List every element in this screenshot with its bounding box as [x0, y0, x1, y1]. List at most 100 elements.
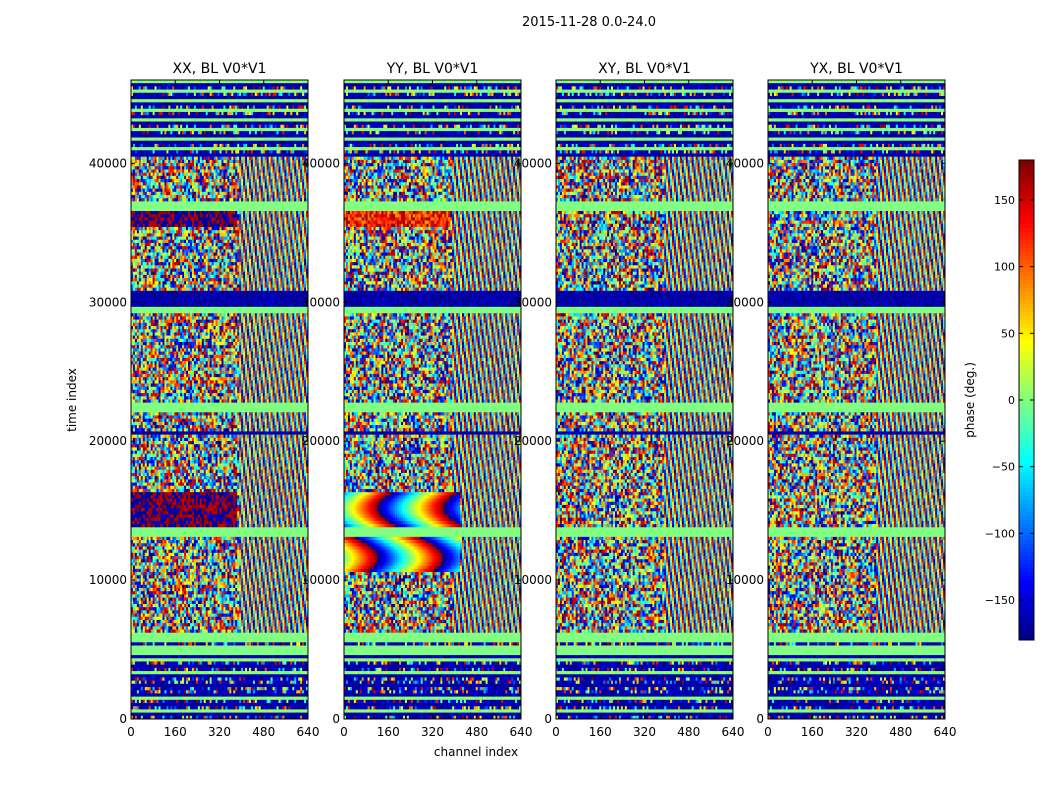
heatmap-cell	[180, 80, 182, 83]
heatmap-cell	[280, 83, 282, 86]
heatmap-cell	[135, 80, 137, 83]
heatmap-cell	[194, 80, 196, 83]
heatmap-cell	[279, 83, 281, 86]
heatmap-cell	[139, 80, 141, 83]
heatmap-cell	[172, 96, 174, 99]
heatmap-cell	[265, 90, 267, 93]
heatmap-cell	[174, 90, 176, 93]
heatmap-cell	[294, 90, 296, 93]
heatmap-cell	[300, 86, 302, 89]
heatmap-cell	[143, 83, 145, 86]
heatmap-cell	[271, 93, 273, 96]
heatmap-cell	[231, 83, 233, 86]
heatmap-cell	[229, 80, 231, 83]
heatmap-cell	[143, 90, 145, 93]
heatmap-cell	[174, 96, 176, 99]
heatmap-cell	[233, 83, 235, 86]
heatmap-cell	[223, 80, 225, 83]
heatmap-cell	[253, 93, 255, 96]
heatmap-cell	[277, 80, 279, 83]
heatmap-cell	[210, 93, 212, 96]
heatmap-cell	[284, 83, 286, 86]
heatmap-cell	[178, 86, 180, 89]
heatmap-cell	[162, 90, 164, 93]
heatmap-cell	[166, 86, 168, 89]
heatmap-cell	[204, 80, 206, 83]
heatmap-cell	[184, 90, 186, 93]
heatmap-cell	[168, 83, 170, 86]
heatmap-cell	[162, 83, 164, 86]
heatmap-cell	[166, 80, 168, 83]
heatmap-cell	[304, 83, 306, 86]
heatmap-cell	[145, 86, 147, 89]
heatmap-cell	[300, 80, 302, 83]
heatmap-cell	[292, 90, 294, 93]
heatmap-cell	[164, 93, 166, 96]
heatmap-cell	[159, 83, 161, 86]
heatmap-cell	[235, 80, 237, 83]
heatmap-cell	[147, 83, 149, 86]
heatmap-cell	[170, 90, 172, 93]
heatmap-cell	[247, 93, 249, 96]
heatmap-cell	[243, 83, 245, 86]
heatmap-cell	[218, 93, 220, 96]
heatmap-cell	[157, 90, 159, 93]
heatmap-cell	[237, 93, 239, 96]
heatmap-cell	[261, 83, 263, 86]
heatmap-cell	[286, 90, 288, 93]
heatmap-cell	[184, 80, 186, 83]
heatmap-cell	[182, 83, 184, 86]
heatmap-cell	[275, 80, 277, 83]
heatmap-cell	[168, 86, 170, 89]
heatmap-cell	[302, 90, 304, 93]
heatmap-cell	[198, 93, 200, 96]
heatmap-cell	[147, 80, 149, 83]
heatmap-cell	[225, 83, 227, 86]
heatmap-cell	[292, 93, 294, 96]
heatmap-cell	[271, 86, 273, 89]
heatmap-cell	[279, 80, 281, 83]
heatmap-cell	[243, 93, 245, 96]
heatmap-cell	[263, 86, 265, 89]
heatmap-cell	[194, 93, 196, 96]
heatmap-cell	[277, 86, 279, 89]
heatmap-cell	[249, 80, 251, 83]
heatmap-cell	[231, 80, 233, 83]
heatmap-cell	[282, 90, 284, 93]
heatmap-cell	[227, 86, 229, 89]
heatmap-cell	[286, 80, 288, 83]
heatmap-cell	[139, 83, 141, 86]
heatmap-cell	[239, 80, 241, 83]
heatmap-cell	[290, 93, 292, 96]
heatmap-cell	[267, 83, 269, 86]
heatmap-cell	[304, 93, 306, 96]
heatmap-cell	[141, 93, 143, 96]
heatmap-cell	[290, 83, 292, 86]
heatmap-cell	[153, 86, 155, 89]
heatmap-cell	[218, 86, 220, 89]
heatmap-cell	[214, 90, 216, 93]
heatmap-cell	[275, 86, 277, 89]
heatmap-cell	[206, 83, 208, 86]
heatmap-cell	[273, 93, 275, 96]
heatmap-cell	[168, 93, 170, 96]
heatmap-cell	[231, 86, 233, 89]
heatmap-cell	[206, 80, 208, 83]
heatmap-cell	[251, 80, 253, 83]
heatmap-cell	[253, 80, 255, 83]
heatmap-cell	[235, 83, 237, 86]
heatmap-cell	[265, 83, 267, 86]
heatmap-cell	[157, 96, 159, 99]
heatmap-cell	[151, 93, 153, 96]
heatmap-cell	[159, 86, 161, 89]
figure: 2015-11-28 0.0-24.0 XX, BL V0*V10 160 320 4…	[0, 0, 1050, 800]
heatmap-cell	[133, 96, 135, 99]
heatmap-cell	[267, 80, 269, 83]
heatmap-cell	[273, 90, 275, 93]
heatmap-cell	[279, 86, 281, 89]
heatmap-cell	[161, 80, 163, 83]
heatmap-cell	[282, 93, 284, 96]
heatmap-cell	[275, 83, 277, 86]
heatmap-cell	[151, 86, 153, 89]
heatmap-cell	[141, 90, 143, 93]
